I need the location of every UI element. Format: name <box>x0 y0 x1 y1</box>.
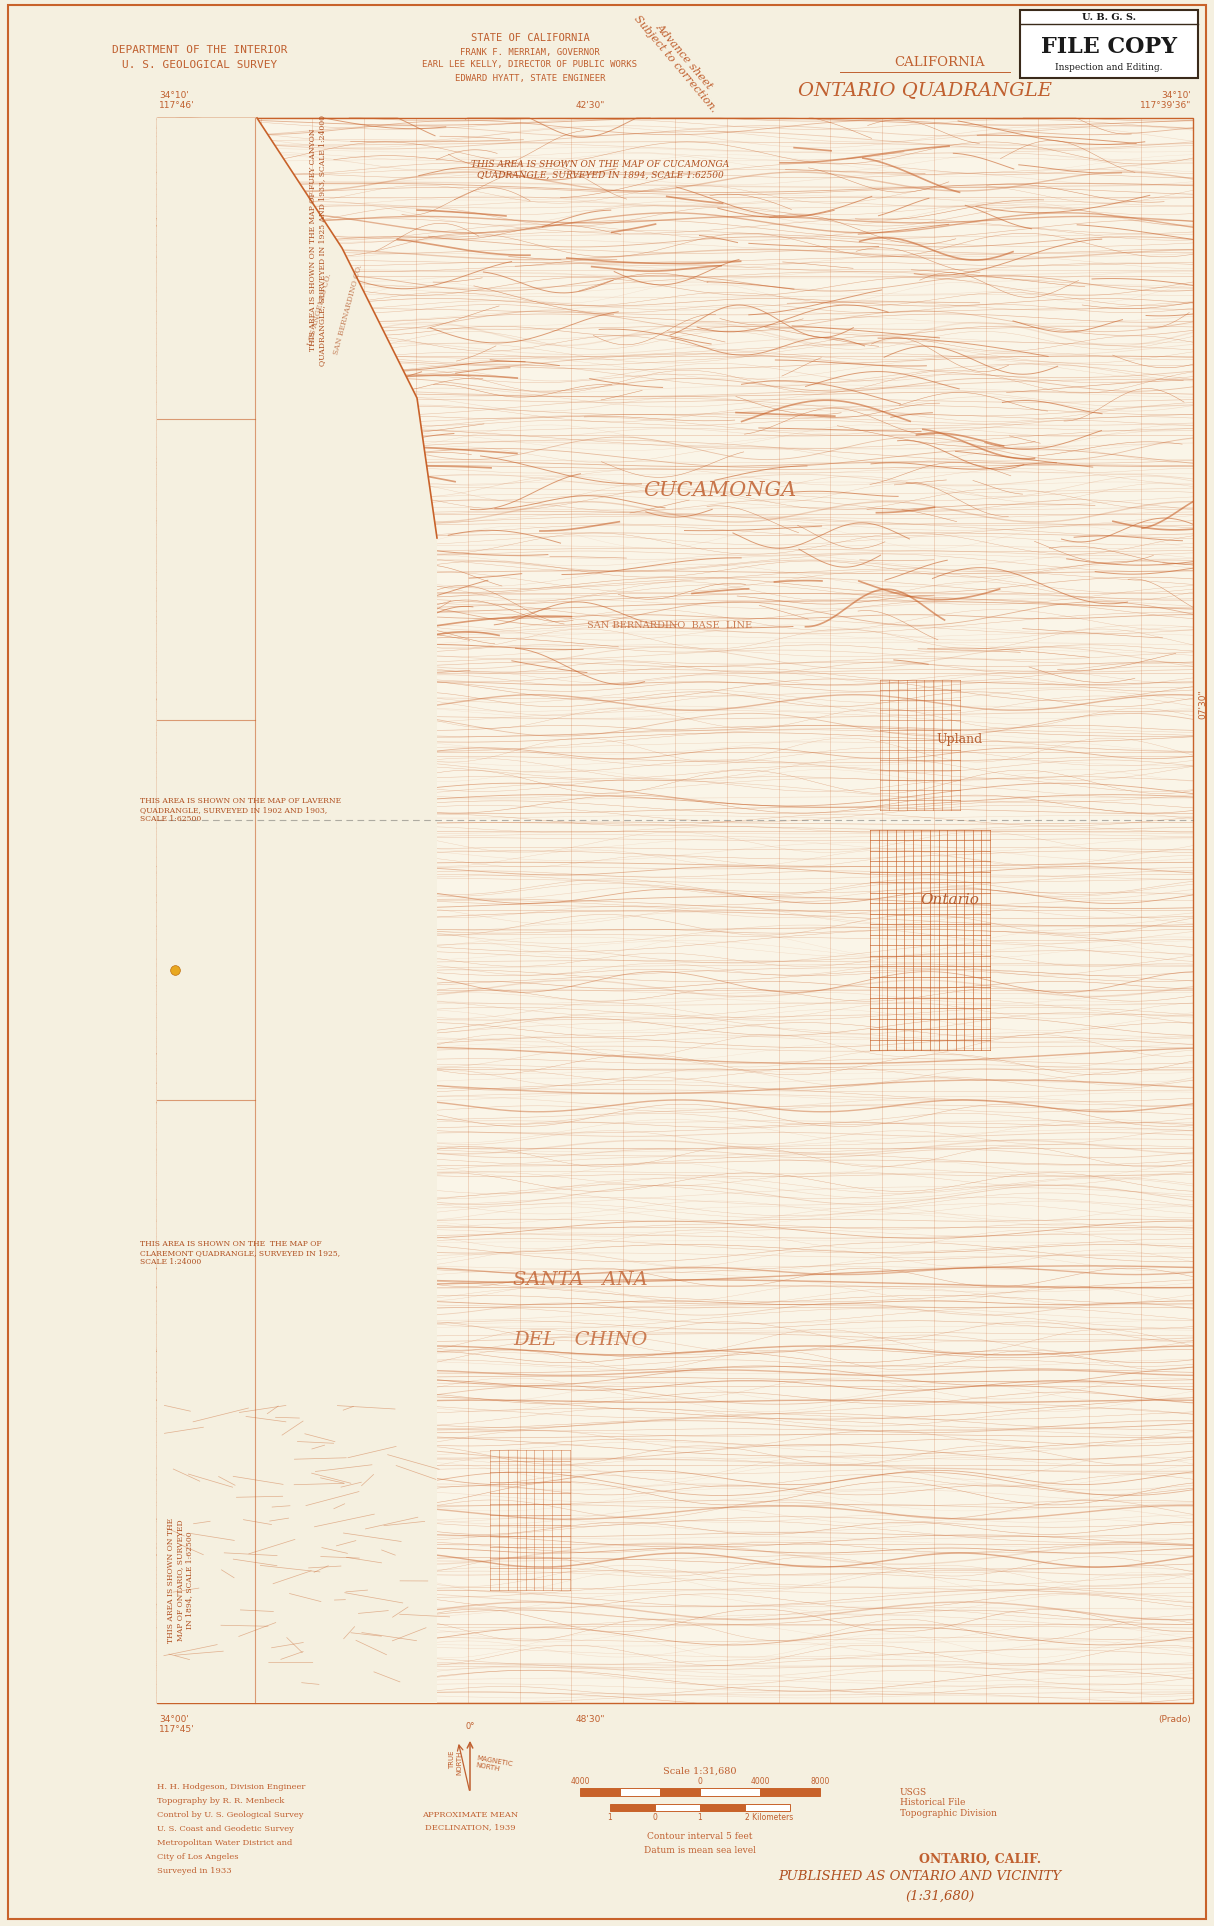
Text: EARL LEE KELLY, DIRECTOR OF PUBLIC WORKS: EARL LEE KELLY, DIRECTOR OF PUBLIC WORKS <box>422 60 637 69</box>
Text: 1: 1 <box>608 1812 612 1822</box>
Text: USGS
Historical File
Topographic Division: USGS Historical File Topographic Divisio… <box>900 1787 997 1818</box>
Text: (1:31,680): (1:31,680) <box>906 1889 975 1903</box>
Text: LOS ANGELES CO.: LOS ANGELES CO. <box>306 273 334 347</box>
Text: 0°: 0° <box>465 1722 475 1731</box>
Text: STATE OF CALIFORNIA: STATE OF CALIFORNIA <box>471 33 589 42</box>
Text: DEL   CHINO: DEL CHINO <box>512 1331 647 1348</box>
Bar <box>700 1805 745 1810</box>
Text: Contour interval 5 feet: Contour interval 5 feet <box>647 1832 753 1841</box>
Text: SAN BERNARDINO CO.: SAN BERNARDINO CO. <box>333 264 364 356</box>
Text: 1: 1 <box>698 1812 703 1822</box>
Text: Metropolitan Water District and: Metropolitan Water District and <box>157 1839 293 1847</box>
Text: 117°46': 117°46' <box>159 100 194 110</box>
Text: CUCAMONGA: CUCAMONGA <box>643 480 796 499</box>
Text: U. S. Coast and Geodetic Survey: U. S. Coast and Geodetic Survey <box>157 1826 294 1834</box>
Bar <box>700 1787 760 1797</box>
Bar <box>745 1805 790 1810</box>
Text: 34°10': 34°10' <box>159 91 189 100</box>
Text: FRANK F. MERRIAM, GOVERNOR: FRANK F. MERRIAM, GOVERNOR <box>460 48 600 56</box>
Text: 42'30": 42'30" <box>575 100 605 110</box>
Text: ONTARIO QUADRANGLE: ONTARIO QUADRANGLE <box>798 81 1053 98</box>
Text: Surveyed in 1933: Surveyed in 1933 <box>157 1866 232 1876</box>
Text: PUBLISHED AS ONTARIO AND VICINITY: PUBLISHED AS ONTARIO AND VICINITY <box>778 1870 1061 1882</box>
Text: CALIFORNIA: CALIFORNIA <box>895 56 986 69</box>
Text: 07'30": 07'30" <box>1198 690 1207 718</box>
Text: DEPARTMENT OF THE INTERIOR: DEPARTMENT OF THE INTERIOR <box>112 44 288 56</box>
Text: THIS AREA IS SHOWN ON THE MAP OF CUCAMONGA
QUADRANGLE, SURVEYED IN 1894, SCALE 1: THIS AREA IS SHOWN ON THE MAP OF CUCAMON… <box>471 160 730 179</box>
Text: EDWARD HYATT, STATE ENGINEER: EDWARD HYATT, STATE ENGINEER <box>455 73 606 83</box>
Text: THIS AREA IS SHOWN ON THE MAP OF LAVERNE
QUADRANGLE, SURVEYED IN 1902 AND 1903,
: THIS AREA IS SHOWN ON THE MAP OF LAVERNE… <box>140 797 341 822</box>
Text: Inspection and Editing.: Inspection and Editing. <box>1055 62 1163 71</box>
Text: TRUE
NORTH: TRUE NORTH <box>449 1751 463 1776</box>
Text: H. H. Hodgeson, Division Engineer: H. H. Hodgeson, Division Engineer <box>157 1783 306 1791</box>
Bar <box>1020 10 1198 77</box>
Text: THIS AREA IS SHOWN ON THE MAP OF FUEY CANYON
QUADRANGLE, SURVEYED IN 1925 AND 19: THIS AREA IS SHOWN ON THE MAP OF FUEY CA… <box>310 114 327 366</box>
Polygon shape <box>157 117 437 1703</box>
Bar <box>620 1787 660 1797</box>
Text: Topography by R. R. Menbeck: Topography by R. R. Menbeck <box>157 1797 284 1805</box>
Text: Control by U. S. Geological Survey: Control by U. S. Geological Survey <box>157 1810 304 1818</box>
Text: 4000: 4000 <box>750 1778 770 1785</box>
Text: Datum is mean sea level: Datum is mean sea level <box>645 1845 756 1855</box>
Bar <box>760 1787 819 1797</box>
Bar <box>660 1787 700 1797</box>
Text: 0: 0 <box>698 1778 703 1785</box>
Text: U. B. G. S.: U. B. G. S. <box>1082 12 1136 21</box>
Text: SANTA   ANA: SANTA ANA <box>512 1271 647 1288</box>
Bar <box>609 1805 656 1810</box>
Text: DECLINATION, 1939: DECLINATION, 1939 <box>425 1824 515 1832</box>
Text: U. S. GEOLOGICAL SURVEY: U. S. GEOLOGICAL SURVEY <box>123 60 278 69</box>
Text: 34°00': 34°00' <box>159 1714 189 1724</box>
Text: 48'30": 48'30" <box>575 1714 605 1724</box>
Text: 2 Kilometers: 2 Kilometers <box>745 1812 793 1822</box>
Text: ONTARIO, CALIF.: ONTARIO, CALIF. <box>919 1853 1042 1866</box>
Text: FILE COPY: FILE COPY <box>1040 37 1178 58</box>
Text: 0: 0 <box>653 1812 658 1822</box>
Text: Scale 1:31,680: Scale 1:31,680 <box>663 1766 737 1776</box>
Text: City of Los Angeles: City of Los Angeles <box>157 1853 238 1861</box>
Text: (Prado): (Prado) <box>1158 1714 1191 1724</box>
Bar <box>656 1805 700 1810</box>
Text: THIS AREA IS SHOWN ON THE  THE MAP OF
CLAREMONT QUADRANGLE, SURVEYED IN 1925,
SC: THIS AREA IS SHOWN ON THE THE MAP OF CLA… <box>140 1240 340 1267</box>
Text: MAGNETIC
NORTH: MAGNETIC NORTH <box>475 1755 514 1774</box>
Bar <box>157 117 1193 1703</box>
Text: SAN BERNARDINO  BASE  LINE: SAN BERNARDINO BASE LINE <box>588 620 753 630</box>
Text: 117°45': 117°45' <box>159 1726 194 1733</box>
Text: Advance sheet
Subject to correction.: Advance sheet Subject to correction. <box>632 6 728 114</box>
Text: THIS AREA IS SHOWN ON THE
MAP OF ONTARIO, SURVEYED
IN 1894, SCALE 1:62500: THIS AREA IS SHOWN ON THE MAP OF ONTARIO… <box>166 1518 193 1643</box>
Text: 34°10': 34°10' <box>1161 91 1191 100</box>
Text: Upland: Upland <box>937 734 983 747</box>
Text: APPROXIMATE MEAN: APPROXIMATE MEAN <box>422 1810 518 1818</box>
Bar <box>580 1787 620 1797</box>
Text: 8000: 8000 <box>810 1778 829 1785</box>
Text: Ontario: Ontario <box>920 894 980 907</box>
Text: 4000: 4000 <box>571 1778 590 1785</box>
Text: 117°39'36": 117°39'36" <box>1140 100 1191 110</box>
